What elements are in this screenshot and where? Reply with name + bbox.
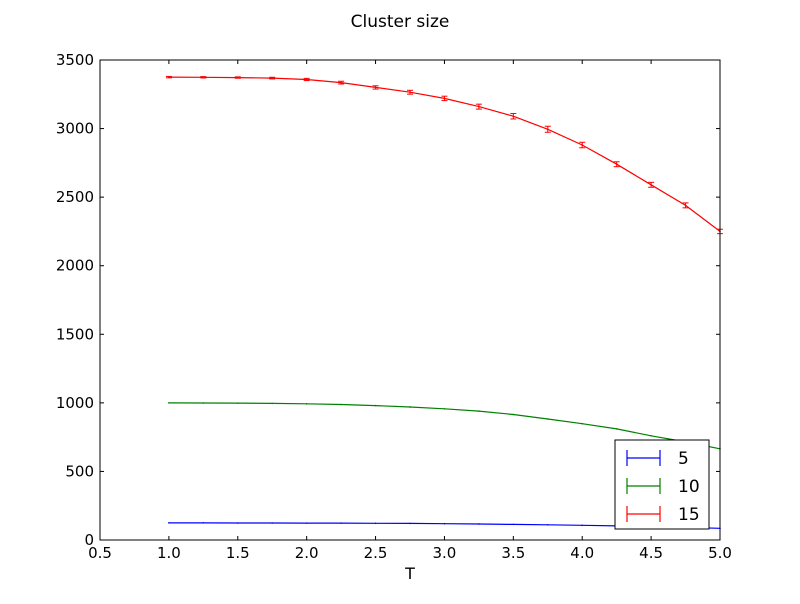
data-point (650, 184, 652, 186)
x-tick-label: 2.0 (295, 544, 319, 562)
data-point (340, 403, 342, 406)
data-point (271, 522, 274, 524)
legend: 5 10 15 (614, 439, 710, 530)
y-tick-label: 1000 (56, 394, 94, 412)
data-point (340, 522, 342, 524)
data-point (409, 522, 411, 525)
data-point (443, 407, 446, 410)
series-15 (165, 75, 723, 235)
y-tick-label: 500 (65, 462, 94, 480)
data-point (168, 522, 170, 524)
data-point (374, 86, 377, 89)
plot-frame (99, 59, 721, 541)
legend-entries: 5 10 15 (626, 449, 700, 525)
data-point (202, 402, 205, 404)
data-point (374, 404, 377, 407)
data-point (478, 410, 480, 412)
x-tick-label: 1.5 (226, 544, 250, 562)
x-tick-label: 2.5 (364, 544, 388, 562)
data-point (546, 523, 549, 526)
data-point (546, 418, 549, 420)
data-point (340, 81, 342, 84)
chart-title: Cluster size (351, 12, 450, 32)
data-point (236, 76, 239, 79)
data-point (168, 76, 170, 78)
x-tick-label: 4.5 (639, 544, 663, 562)
y-tick-label: 3500 (56, 51, 94, 69)
y-tick-label: 1500 (56, 325, 94, 343)
data-point (684, 204, 687, 207)
legend-label: 15 (678, 505, 700, 525)
y-tick-label: 2000 (56, 257, 94, 275)
data-point (236, 402, 239, 404)
data-point (202, 522, 205, 524)
data-point (305, 403, 308, 405)
data-point (202, 76, 205, 79)
x-tick-label: 3.0 (433, 544, 457, 562)
y-tick-label: 0 (84, 531, 94, 549)
data-point (409, 406, 411, 408)
x-tick-label: 0.5 (88, 544, 112, 562)
x-axis-label: T (404, 564, 415, 583)
data-point (409, 91, 411, 94)
data-point (650, 434, 652, 437)
y-axis: 0 500 1000 1500 2000 2500 3000 3500 (56, 51, 720, 549)
data-point (478, 105, 480, 108)
data-point (615, 428, 618, 430)
legend-label: 10 (678, 477, 700, 497)
data-point (512, 413, 515, 416)
data-point (443, 522, 446, 525)
data-point (374, 522, 377, 525)
legend-label: 5 (678, 449, 689, 469)
x-tick-label: 5.0 (708, 544, 732, 562)
data-point (236, 522, 239, 524)
y-tick-label: 2500 (56, 188, 94, 206)
x-tick-label: 3.5 (501, 544, 525, 562)
x-tick-label: 4.0 (570, 544, 594, 562)
data-point (305, 78, 308, 81)
data-point (512, 115, 515, 118)
data-point (271, 77, 274, 79)
data-point (512, 523, 515, 526)
data-point (546, 128, 549, 131)
data-point (581, 524, 584, 527)
data-point (478, 523, 480, 525)
data-point (581, 422, 584, 425)
x-axis: 0.5 1.0 1.5 2.0 2.5 3.0 3.5 4.0 4.5 5.0 (88, 60, 732, 562)
x-tick-label: 1.0 (157, 544, 181, 562)
data-point (168, 402, 170, 404)
series-10 (168, 402, 721, 450)
data-point (615, 163, 618, 166)
data-point (443, 97, 446, 100)
data-point (271, 402, 274, 405)
data-point (581, 144, 584, 146)
y-tick-label: 3000 (56, 120, 94, 138)
data-point (305, 522, 308, 524)
